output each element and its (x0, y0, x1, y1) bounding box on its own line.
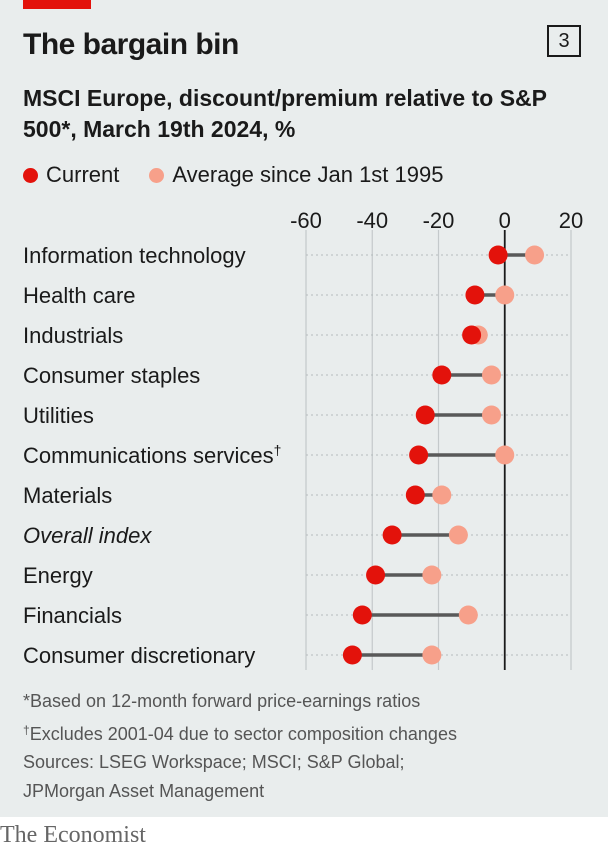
dumbbell-chart: -60 -40 -20 0 20 Information technology Health… (23, 208, 583, 670)
sources-line-1: Sources: LSEG Workspace; MSCI; S&P Globa… (23, 752, 405, 772)
current-dot (382, 525, 402, 545)
category-label: Health care (23, 283, 136, 308)
legend-average-label: Average since Jan 1st 1995 (172, 162, 444, 187)
category-label: Materials (23, 483, 112, 508)
footnotes: *Based on 12-month forward price-earning… (23, 687, 457, 805)
footnote-composition: †Excludes 2001-04 due to sector composit… (23, 716, 457, 749)
category-label: Utilities (23, 403, 94, 428)
current-dot (342, 645, 362, 665)
current-dot (432, 365, 452, 385)
chart-title: The bargain bin (23, 28, 239, 61)
current-dot (366, 565, 386, 585)
category-label: Industrials (23, 323, 123, 348)
average-dot (495, 445, 515, 465)
current-dot (488, 245, 508, 265)
average-dot (482, 365, 501, 385)
legend: Current Average since Jan 1st 1995 (23, 160, 473, 190)
x-tick-label: 20 (559, 208, 583, 233)
footnote-pe-ratios: *Based on 12-month forward price-earning… (23, 691, 421, 711)
chart-subtitle: MSCI Europe, discount/premium relative t… (23, 85, 547, 142)
category-label: Consumer discretionary (23, 643, 255, 668)
average-dot (448, 525, 468, 545)
brand-red-bar (23, 0, 91, 9)
current-dot (465, 285, 485, 305)
economist-logo-text: The Economist (0, 822, 146, 848)
category-label: Energy (23, 563, 93, 588)
legend-item-average: Average since Jan 1st 1995 (149, 162, 443, 188)
category-label: Communications services† (23, 442, 281, 468)
category-label: Information technology (23, 243, 246, 268)
average-dot (432, 485, 452, 505)
legend-item-current: Current (23, 162, 119, 188)
x-tick-label: 0 (499, 208, 511, 233)
current-dot (462, 325, 482, 345)
x-tick-label: -40 (356, 208, 388, 233)
category-label: Consumer staples (23, 363, 200, 388)
legend-current-dot-icon (23, 167, 38, 183)
chart-number-badge: 3 (547, 25, 581, 57)
category-label: Financials (23, 603, 122, 628)
current-dot (409, 445, 429, 465)
legend-current-label: Current (46, 162, 120, 187)
average-dot (482, 405, 501, 425)
footnote-dagger: † (23, 722, 30, 737)
category-label: Overall index (23, 523, 152, 548)
sources-line-2: JPMorgan Asset Management (23, 780, 265, 801)
footnote-composition-text: Excludes 2001-04 due to sector compositi… (29, 723, 457, 744)
average-dot (495, 285, 515, 305)
average-dot (422, 645, 442, 665)
average-dot (422, 565, 442, 585)
x-tick-label: -20 (423, 208, 455, 233)
current-dot (352, 605, 372, 625)
legend-average-dot-icon (149, 167, 165, 183)
average-dot (458, 605, 478, 625)
current-dot (405, 485, 425, 505)
x-tick-label: -60 (290, 208, 322, 233)
current-dot (415, 405, 435, 425)
chart-card: The bargain bin 3 MSCI Europe, discount/… (0, 0, 608, 817)
average-dot (525, 245, 545, 265)
